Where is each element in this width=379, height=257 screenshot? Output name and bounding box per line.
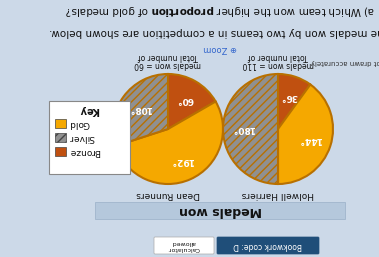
Text: Total number of: Total number of <box>138 52 198 61</box>
Bar <box>55 119 66 128</box>
Bar <box>55 133 66 142</box>
Text: Dean Runners: Dean Runners <box>136 190 200 199</box>
Text: 60°: 60° <box>177 95 194 104</box>
Bar <box>55 147 66 156</box>
Text: medals won = 110: medals won = 110 <box>242 60 314 69</box>
FancyBboxPatch shape <box>49 100 130 173</box>
Wedge shape <box>223 74 278 184</box>
Text: Gold: Gold <box>69 119 90 128</box>
Text: The medals won by two teams in a competition are shown below.: The medals won by two teams in a competi… <box>50 27 379 37</box>
Text: 180°: 180° <box>232 124 255 133</box>
Bar <box>95 202 345 219</box>
Text: Calculator
allowed: Calculator allowed <box>168 240 200 251</box>
Wedge shape <box>116 102 223 184</box>
Text: Not drawn accurately: Not drawn accurately <box>310 59 379 65</box>
Text: medals won = 60: medals won = 60 <box>135 60 201 69</box>
Text: Bookwork code: D: Bookwork code: D <box>233 241 302 250</box>
FancyBboxPatch shape <box>154 237 214 254</box>
Text: 36°: 36° <box>280 92 297 101</box>
Text: Bronze: Bronze <box>69 147 100 156</box>
Text: Key: Key <box>79 105 99 115</box>
Wedge shape <box>278 85 333 184</box>
Text: 144°: 144° <box>299 135 322 144</box>
Text: Medals won: Medals won <box>179 204 262 217</box>
Text: Holwell Harriers: Holwell Harriers <box>242 190 314 199</box>
Text: Silver: Silver <box>69 133 95 142</box>
Wedge shape <box>278 74 310 129</box>
Text: Total number of: Total number of <box>248 52 308 61</box>
Text: ⊕ Zoom: ⊕ Zoom <box>203 44 237 53</box>
Text: 192°: 192° <box>170 156 194 165</box>
Text: a) Which team won the higher ​$\mathbf{proportion}$ of gold medals?: a) Which team won the higher ​$\mathbf{p… <box>65 3 375 17</box>
Wedge shape <box>113 74 168 146</box>
Wedge shape <box>168 74 216 129</box>
Text: 108°: 108° <box>129 104 152 113</box>
FancyBboxPatch shape <box>217 237 319 254</box>
